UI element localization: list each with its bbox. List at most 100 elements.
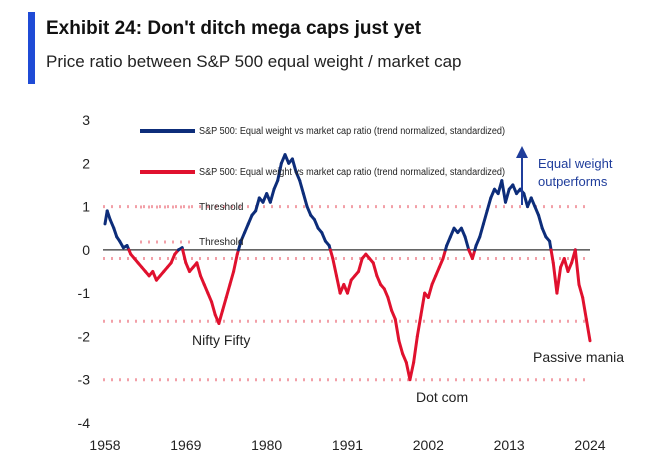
series-segment bbox=[199, 274, 206, 286]
series-segment bbox=[537, 213, 544, 230]
series-segment bbox=[206, 291, 214, 304]
series-segment bbox=[459, 226, 467, 239]
annotation-dot-com: Dot com bbox=[416, 389, 468, 405]
y-tick-label: -1 bbox=[78, 285, 91, 301]
legend-label-threshold-2: Threshold bbox=[199, 237, 243, 248]
y-tick-label: 2 bbox=[82, 155, 90, 171]
series-segment bbox=[412, 334, 419, 364]
series-segment bbox=[474, 235, 482, 248]
y-tick-label: 3 bbox=[82, 112, 90, 128]
series-segment bbox=[584, 317, 592, 343]
series-segment bbox=[224, 282, 232, 299]
series-segment bbox=[334, 274, 342, 295]
series-segment bbox=[202, 282, 210, 295]
series-segment bbox=[500, 179, 507, 204]
annotation-nifty-fifty: Nifty Fifty bbox=[192, 332, 250, 348]
series-segment bbox=[540, 226, 548, 239]
chart-subtitle: Price ratio between S&P 500 equal weight… bbox=[46, 52, 462, 71]
series-lines bbox=[103, 153, 592, 382]
series-segment bbox=[415, 313, 423, 338]
series-segment bbox=[112, 226, 119, 239]
series-segment bbox=[529, 196, 537, 209]
x-tick-label: 1969 bbox=[170, 437, 201, 453]
y-tick-label: -2 bbox=[78, 328, 91, 344]
series-segment bbox=[246, 213, 254, 226]
series-segment bbox=[254, 196, 261, 213]
legend: S&P 500: Equal weight vs market cap rati… bbox=[140, 126, 505, 248]
series-segment bbox=[437, 257, 445, 269]
chart-title: Exhibit 24: Don't ditch mega caps just y… bbox=[46, 18, 422, 39]
series-segment bbox=[195, 261, 203, 278]
series-segment bbox=[371, 261, 379, 278]
y-tick-label: -4 bbox=[78, 415, 91, 431]
series-segment bbox=[108, 218, 116, 230]
series-segment bbox=[408, 360, 416, 382]
series-segment bbox=[566, 261, 574, 273]
series-segment bbox=[228, 270, 236, 286]
series-segment bbox=[549, 248, 555, 265]
series-segment bbox=[463, 235, 471, 252]
x-tick-label: 2024 bbox=[574, 437, 605, 453]
series-segment bbox=[294, 170, 302, 183]
series-segment bbox=[485, 196, 493, 213]
series-segment bbox=[581, 295, 588, 321]
series-segment bbox=[481, 209, 489, 226]
series-segment bbox=[239, 231, 247, 243]
series-segment bbox=[555, 265, 563, 295]
series-segment bbox=[320, 231, 327, 243]
annotation-outperforms: outperforms bbox=[538, 174, 608, 189]
series-segment bbox=[430, 274, 438, 286]
series-segment bbox=[419, 291, 427, 317]
series-segment bbox=[221, 295, 228, 312]
series-segment bbox=[210, 300, 217, 317]
series-segment bbox=[217, 308, 225, 325]
arrow-head-icon bbox=[516, 146, 528, 158]
series-segment bbox=[397, 339, 405, 356]
series-segment bbox=[503, 187, 511, 204]
series-segment bbox=[232, 252, 239, 273]
x-axis-ticks: 1958 1969 1980 1991 2002 2013 2024 bbox=[89, 437, 605, 453]
y-tick-label: 1 bbox=[82, 199, 90, 215]
series-segment bbox=[276, 161, 283, 183]
series-segment bbox=[401, 352, 408, 364]
series-segment bbox=[382, 287, 390, 299]
x-tick-label: 2013 bbox=[494, 437, 525, 453]
accent-bar bbox=[28, 12, 35, 84]
series-segment bbox=[169, 252, 177, 265]
series-segment bbox=[331, 257, 338, 278]
y-tick-label: 0 bbox=[82, 242, 90, 258]
series-segment bbox=[386, 295, 394, 312]
y-tick-label: -3 bbox=[78, 372, 91, 388]
series-segment bbox=[181, 248, 188, 265]
series-segment bbox=[357, 257, 364, 273]
series-segment bbox=[390, 308, 397, 321]
series-segment bbox=[375, 274, 383, 286]
legend-label-red: S&P 500: Equal weight vs market cap rati… bbox=[199, 167, 505, 178]
series-segment bbox=[305, 205, 313, 217]
series-segment bbox=[301, 192, 309, 209]
series-segment bbox=[298, 179, 305, 196]
series-segment bbox=[393, 317, 401, 343]
series-segment bbox=[445, 235, 452, 248]
x-tick-label: 2002 bbox=[413, 437, 444, 453]
legend-label-blue: S&P 500: Equal weight vs market cap rati… bbox=[199, 126, 505, 137]
series-segment bbox=[268, 187, 276, 204]
x-tick-label: 1980 bbox=[251, 437, 282, 453]
series-segment bbox=[533, 205, 541, 217]
series-segment bbox=[312, 218, 320, 230]
series-segment bbox=[272, 179, 280, 191]
series-segment bbox=[243, 222, 250, 235]
y-axis-ticks: 3 2 1 0 -1 -2 -3 -4 bbox=[78, 112, 91, 431]
series-segment bbox=[290, 157, 298, 174]
series-segment bbox=[105, 209, 112, 222]
series-segment bbox=[426, 282, 434, 299]
series-segment bbox=[346, 278, 353, 295]
series-segment bbox=[573, 248, 581, 286]
annotations: Equal weight outperforms Nifty Fifty Dot… bbox=[192, 146, 624, 405]
legend-label-threshold-1: Threshold bbox=[199, 202, 243, 213]
series-segment bbox=[434, 265, 441, 278]
annotation-passive-mania: Passive mania bbox=[533, 349, 624, 365]
series-segment bbox=[478, 222, 485, 239]
series-segment bbox=[577, 282, 585, 299]
